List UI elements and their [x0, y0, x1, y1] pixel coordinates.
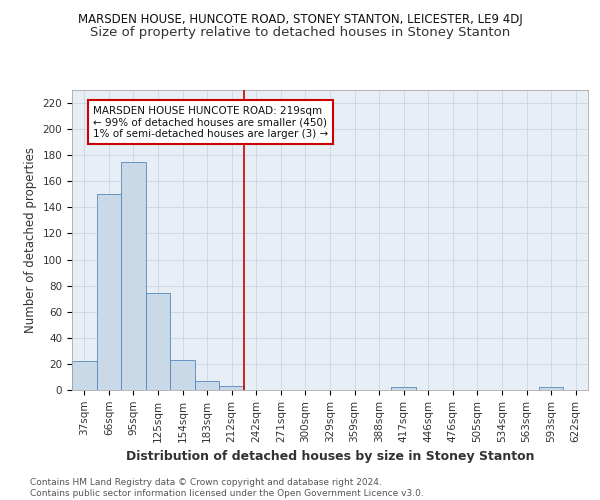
Bar — [72, 362, 97, 390]
Bar — [97, 194, 121, 390]
Text: Contains HM Land Registry data © Crown copyright and database right 2024.
Contai: Contains HM Land Registry data © Crown c… — [30, 478, 424, 498]
Text: Size of property relative to detached houses in Stoney Stanton: Size of property relative to detached ho… — [90, 26, 510, 39]
Bar — [146, 294, 170, 390]
Bar — [391, 388, 416, 390]
X-axis label: Distribution of detached houses by size in Stoney Stanton: Distribution of detached houses by size … — [126, 450, 534, 463]
Bar — [539, 388, 563, 390]
Text: MARSDEN HOUSE HUNCOTE ROAD: 219sqm
← 99% of detached houses are smaller (450)
1%: MARSDEN HOUSE HUNCOTE ROAD: 219sqm ← 99%… — [93, 106, 328, 139]
Y-axis label: Number of detached properties: Number of detached properties — [24, 147, 37, 333]
Bar — [121, 162, 146, 390]
Bar — [170, 360, 195, 390]
Text: MARSDEN HOUSE, HUNCOTE ROAD, STONEY STANTON, LEICESTER, LE9 4DJ: MARSDEN HOUSE, HUNCOTE ROAD, STONEY STAN… — [77, 12, 523, 26]
Bar — [220, 386, 244, 390]
Bar — [195, 381, 220, 390]
